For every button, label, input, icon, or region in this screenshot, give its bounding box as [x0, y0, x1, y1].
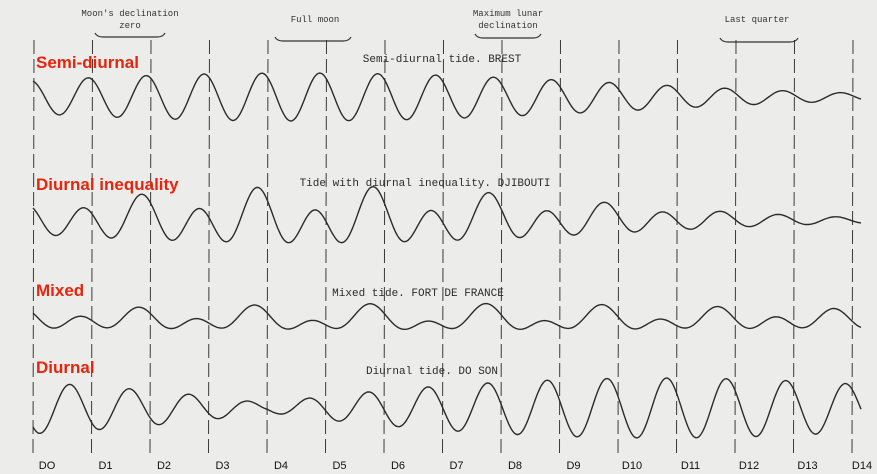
day-label: D5	[332, 460, 346, 472]
diurnal-label: Diurnal	[36, 358, 95, 377]
last-quarter-brace	[719, 37, 799, 43]
day-label: D12	[739, 460, 759, 472]
day-gridline	[32, 39, 35, 456]
mixed-tide-curve	[32, 302, 862, 331]
day-gridlines	[32, 39, 854, 456]
day-gridline	[617, 39, 620, 456]
day-gridline	[676, 39, 678, 456]
day-label: D1	[98, 460, 112, 472]
diurnal-tide-curve	[32, 377, 862, 439]
semi-diurnal-title: Semi-diurnal tide. BREST	[363, 54, 522, 66]
day-axis: DO D1 D2 D3 D4 D5 D6 D7 D8 D9 D10 D11 D12 D13 D14	[39, 460, 872, 472]
mixed-title: Mixed tide. FORT DE FRANCE	[332, 288, 504, 300]
last-quarter-label: Last quarter	[725, 15, 790, 25]
day-gridline	[91, 39, 93, 456]
day-label: D7	[449, 460, 463, 472]
diurnal-title: Diurnal tide. DO SON	[366, 366, 498, 378]
day-label: D6	[391, 460, 405, 472]
day-gridline	[325, 39, 327, 456]
max-declination-label-line2: declination	[478, 21, 537, 31]
semi-diurnal-tide-curve	[32, 72, 862, 122]
day-gridline	[266, 39, 269, 456]
declination-zero-brace	[94, 32, 166, 38]
mixed-label: Mixed	[36, 281, 84, 300]
day-gridline	[500, 39, 503, 456]
day-label: D4	[274, 460, 288, 472]
declination-zero-label-line1: Moon's declination	[81, 9, 178, 19]
max-declination-label-line1: Maximum lunar	[473, 9, 543, 19]
day-gridline	[559, 39, 561, 456]
day-gridline	[851, 39, 854, 456]
day-gridline	[442, 39, 444, 456]
day-label: DO	[39, 460, 56, 472]
full-moon-label: Full moon	[291, 15, 340, 25]
max-declination-brace	[474, 33, 542, 39]
day-label: D11	[681, 460, 700, 472]
day-label: D2	[157, 460, 171, 472]
day-gridline	[383, 39, 386, 456]
diurnal-inequality-label: Diurnal inequality	[36, 175, 179, 194]
day-gridline	[734, 39, 737, 456]
day-gridline	[149, 39, 152, 456]
diurnal-inequality-title: Tide with diurnal inequality. DJIBOUTI	[300, 178, 551, 190]
semi-diurnal-label: Semi-diurnal	[36, 53, 139, 72]
diurnal-inequality-tide-curve	[32, 185, 862, 244]
day-label: D9	[566, 460, 580, 472]
day-label: D3	[215, 460, 229, 472]
period-annotations: Moon's declination zero Full moon Maximu…	[81, 9, 799, 43]
full-moon-brace	[274, 36, 352, 42]
day-label: D8	[508, 460, 522, 472]
day-gridline	[793, 39, 795, 456]
declination-zero-label-line2: zero	[119, 21, 141, 31]
day-label: D14	[852, 460, 872, 472]
day-label: D13	[797, 460, 817, 472]
day-gridline	[208, 39, 210, 456]
day-label: D10	[622, 460, 642, 472]
